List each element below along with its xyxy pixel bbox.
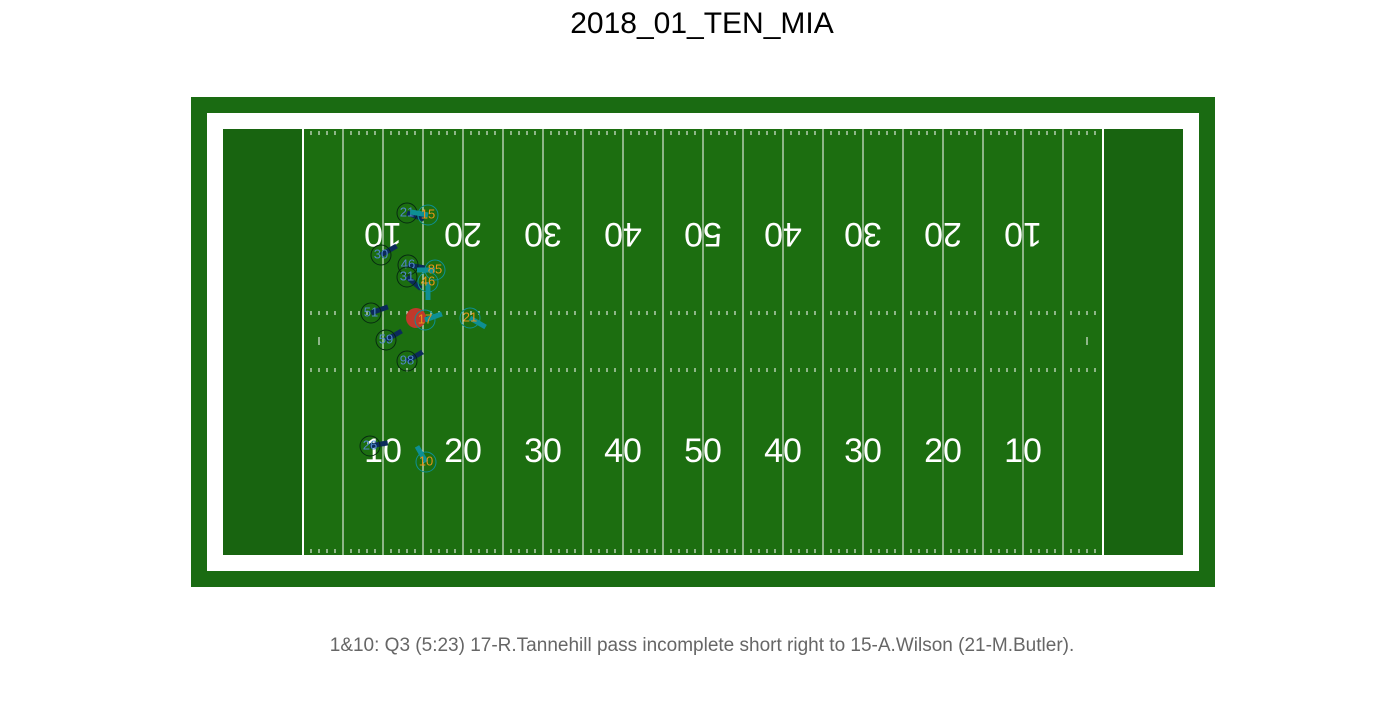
caption: 1&10: Q3 (5:23) 17-R.Tannehill pass inco… [330, 635, 1075, 656]
player-direction [370, 304, 389, 316]
player [397, 254, 419, 276]
player [459, 307, 481, 329]
player-number: 98 [400, 352, 414, 367]
yard-number: 30 [844, 215, 882, 253]
yard-number: 30 [524, 215, 562, 253]
yard-number: 10 [1004, 432, 1042, 470]
yard-number: 10 [1004, 215, 1042, 253]
player [375, 329, 397, 351]
yard-numbers: 10 10 20 20 30 30 40 40 50 50 40 40 30 30 20 20 10 10 [364, 215, 1042, 470]
player-direction [409, 209, 429, 218]
player-number: 21 [400, 204, 414, 219]
player-direction [406, 210, 425, 222]
player [360, 302, 382, 324]
yard-number: 20 [444, 215, 482, 253]
yard-number: 50 [684, 432, 722, 470]
player-number: 31 [400, 268, 414, 283]
yard-number: 20 [444, 432, 482, 470]
player-number: 26 [363, 437, 377, 452]
yard-number: 40 [604, 432, 642, 470]
player-number: 17 [418, 311, 432, 326]
football [406, 308, 426, 328]
player [424, 259, 446, 281]
yard-number: 40 [604, 215, 642, 253]
yard-number: 40 [764, 432, 802, 470]
player-direction [424, 311, 443, 323]
player-direction [379, 243, 398, 258]
player-number: 51 [364, 304, 378, 319]
player-number: 46 [421, 273, 435, 288]
yard-number: 30 [844, 432, 882, 470]
player [370, 244, 392, 266]
player-direction [405, 275, 423, 291]
end-zone [1103, 129, 1183, 555]
player [359, 435, 381, 457]
yard-number: 30 [524, 432, 562, 470]
yard-number: 20 [924, 432, 962, 470]
field-lines [302, 129, 1104, 555]
player [396, 266, 418, 288]
yard-number: 10 [364, 432, 402, 470]
player [415, 451, 437, 473]
player-direction [369, 440, 389, 449]
player-direction [414, 445, 429, 464]
player-number: 10 [419, 453, 433, 468]
player-direction [384, 328, 403, 343]
player-number: 30 [374, 246, 388, 261]
yard-number: 40 [764, 215, 802, 253]
end-zone [223, 129, 303, 555]
player-direction [468, 315, 487, 330]
title: 2018_01_TEN_MIA [570, 7, 834, 40]
player-number: 15 [421, 206, 435, 221]
yard-number: 50 [684, 215, 722, 253]
player-number: 59 [379, 331, 393, 346]
player-number: 21 [463, 309, 477, 324]
yard-number: 20 [924, 215, 962, 253]
player [417, 204, 439, 226]
player [414, 309, 436, 331]
player-direction [405, 349, 424, 364]
player [417, 271, 439, 293]
player [396, 350, 418, 372]
